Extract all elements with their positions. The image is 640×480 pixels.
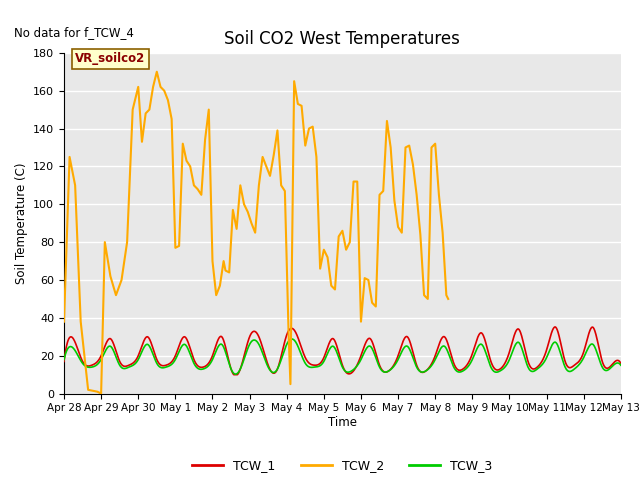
Title: Soil CO2 West Temperatures: Soil CO2 West Temperatures: [225, 30, 460, 48]
Text: No data for f_TCW_4: No data for f_TCW_4: [14, 25, 134, 38]
Y-axis label: Soil Temperature (C): Soil Temperature (C): [15, 162, 28, 284]
Text: VR_soilco2: VR_soilco2: [75, 52, 145, 65]
Legend: TCW_1, TCW_2, TCW_3: TCW_1, TCW_2, TCW_3: [187, 455, 498, 478]
X-axis label: Time: Time: [328, 416, 357, 429]
